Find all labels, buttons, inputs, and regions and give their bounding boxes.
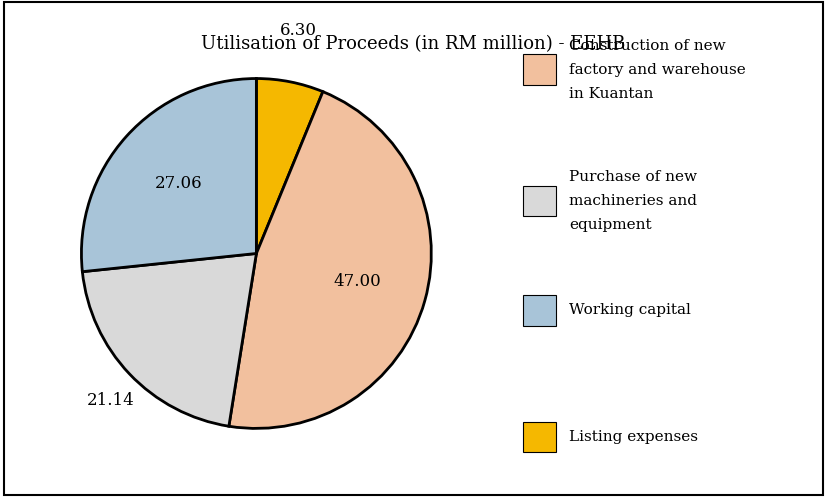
Text: 21.14: 21.14 (87, 392, 134, 409)
Wedge shape (229, 91, 432, 428)
Text: 6.30: 6.30 (280, 22, 318, 39)
Text: 47.00: 47.00 (333, 273, 381, 290)
Text: Listing expenses: Listing expenses (569, 430, 698, 444)
Text: factory and warehouse: factory and warehouse (569, 63, 746, 77)
Text: in Kuantan: in Kuantan (569, 87, 653, 101)
Wedge shape (81, 79, 256, 272)
Wedge shape (83, 253, 256, 426)
FancyBboxPatch shape (523, 55, 556, 85)
Text: equipment: equipment (569, 218, 652, 232)
FancyBboxPatch shape (523, 295, 556, 326)
Wedge shape (256, 79, 323, 253)
Text: 27.06: 27.06 (155, 175, 202, 192)
Text: Utilisation of Proceeds (in RM million) - EEHB: Utilisation of Proceeds (in RM million) … (201, 35, 626, 53)
Text: machineries and: machineries and (569, 194, 697, 208)
FancyBboxPatch shape (523, 422, 556, 452)
Text: Construction of new: Construction of new (569, 39, 725, 53)
FancyBboxPatch shape (523, 186, 556, 216)
Text: Purchase of new: Purchase of new (569, 170, 697, 184)
Text: Working capital: Working capital (569, 303, 691, 317)
